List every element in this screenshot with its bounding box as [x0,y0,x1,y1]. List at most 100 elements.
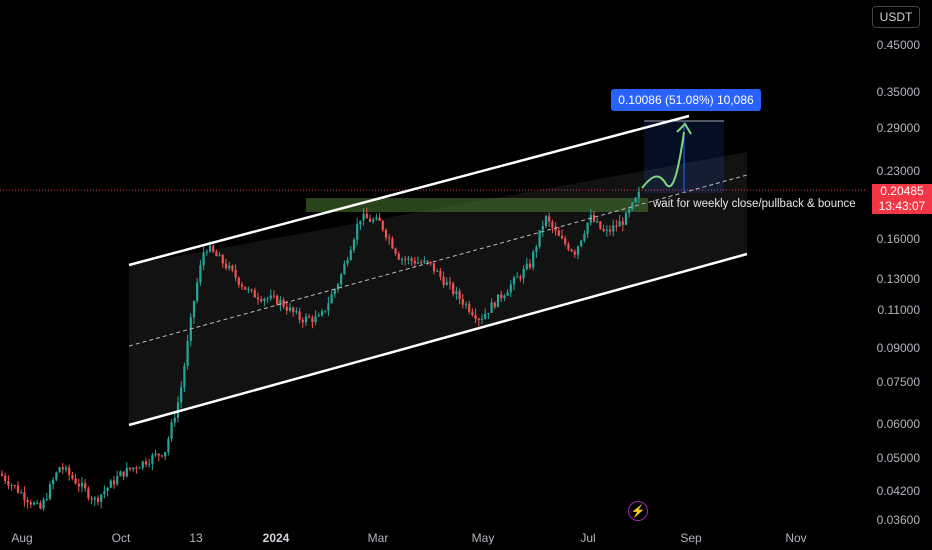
y-tick-label: 0.13000 [876,271,920,286]
channel-upper-line[interactable] [128,114,690,267]
candle-body [362,213,365,221]
candle-body [276,295,279,305]
candle-body [343,263,346,275]
candle-body [250,289,253,291]
last-price-value: 0.20485 [880,184,924,198]
candle-body [436,270,439,272]
candle-body [554,227,557,231]
y-tick-label: 0.16000 [876,232,920,247]
candle-body [618,221,621,227]
candle-body [218,255,221,257]
candle-body [432,263,436,272]
candle-body [509,284,512,293]
candle-body [423,260,426,263]
candle-body [583,233,586,241]
candle-body [480,318,484,320]
candle-body [244,286,247,290]
candle-body [637,191,640,198]
candle-body [407,258,410,260]
candle-body [170,422,173,439]
candle-body [557,230,560,236]
candle-body [234,270,237,278]
candle-body [77,483,80,487]
candle-body [36,502,39,504]
candle-body [253,290,256,298]
candle-body [608,229,612,232]
candle-body [580,240,583,247]
candle-body [42,499,45,509]
candle-body [503,295,506,299]
candle-body [528,263,532,268]
candle-body [301,319,304,323]
candle-body [535,246,538,252]
candle-body [522,268,525,279]
candle-body [279,299,282,305]
y-tick-label: 0.09000 [876,340,920,355]
candle-body [231,265,234,271]
candle-body [490,302,493,313]
x-tick-label: Sep [680,531,702,545]
candle-body [199,265,202,283]
candle-body [544,216,548,227]
x-tick-label: Oct [111,531,131,545]
candle-body [336,284,340,290]
candle-body [384,229,388,238]
candle-body [596,221,599,223]
candle-body [282,299,285,307]
candle-body [119,471,122,477]
candle-body [135,467,138,469]
candle-body [122,471,125,477]
x-tick-label: May [471,531,495,545]
bolt-icon[interactable]: ⚡ [628,501,648,521]
y-tick-label: 0.05000 [876,451,920,466]
candle-body [68,467,71,475]
candle-body [512,277,516,285]
candle-body [330,294,333,304]
candle-body [324,310,327,312]
channel-mid-line[interactable] [128,174,748,347]
candle-body [400,259,404,261]
candle-body [109,480,112,488]
candle-body [164,451,167,457]
candle-body [80,483,84,487]
candle-body [292,307,295,313]
candle-body [420,262,423,264]
measure-label[interactable]: 0.10086 (51.08%) 10,086 [611,89,761,111]
candle-body [452,283,455,295]
candle-body [352,239,356,251]
candle-body [532,251,535,268]
candle-body [372,219,375,222]
candle-body [311,317,314,323]
candles-group [0,186,640,511]
currency-button[interactable]: USDT [872,6,920,28]
candle-body [132,467,135,470]
candle-body [541,226,544,231]
candle-body [116,476,119,485]
candle-body [605,229,608,231]
candle-body [615,225,618,227]
candle-body [378,217,381,221]
candle-body [202,252,205,266]
candle-body [240,284,244,287]
x-tick-label: Jul [580,531,596,545]
candle-body [29,502,32,505]
candle-body [586,222,589,234]
candle-body [349,250,352,261]
channel-fill [129,152,747,425]
candle-body [506,292,509,296]
candle-body [93,497,96,500]
y-tick-label: 0.35000 [876,85,920,100]
candle-body [500,294,503,299]
candle-body [429,261,432,264]
candle-body [272,295,276,297]
channel-lower-line[interactable] [128,252,748,427]
candle-body [474,314,477,319]
candle-body [180,387,183,403]
candle-body [602,228,605,231]
candle-body [327,303,330,311]
annotation-text[interactable]: wait for weekly close/pullback & bounce [653,198,856,210]
candle-body [426,260,429,262]
y-tick-label: 0.06000 [876,416,920,431]
candle-body [151,455,154,464]
